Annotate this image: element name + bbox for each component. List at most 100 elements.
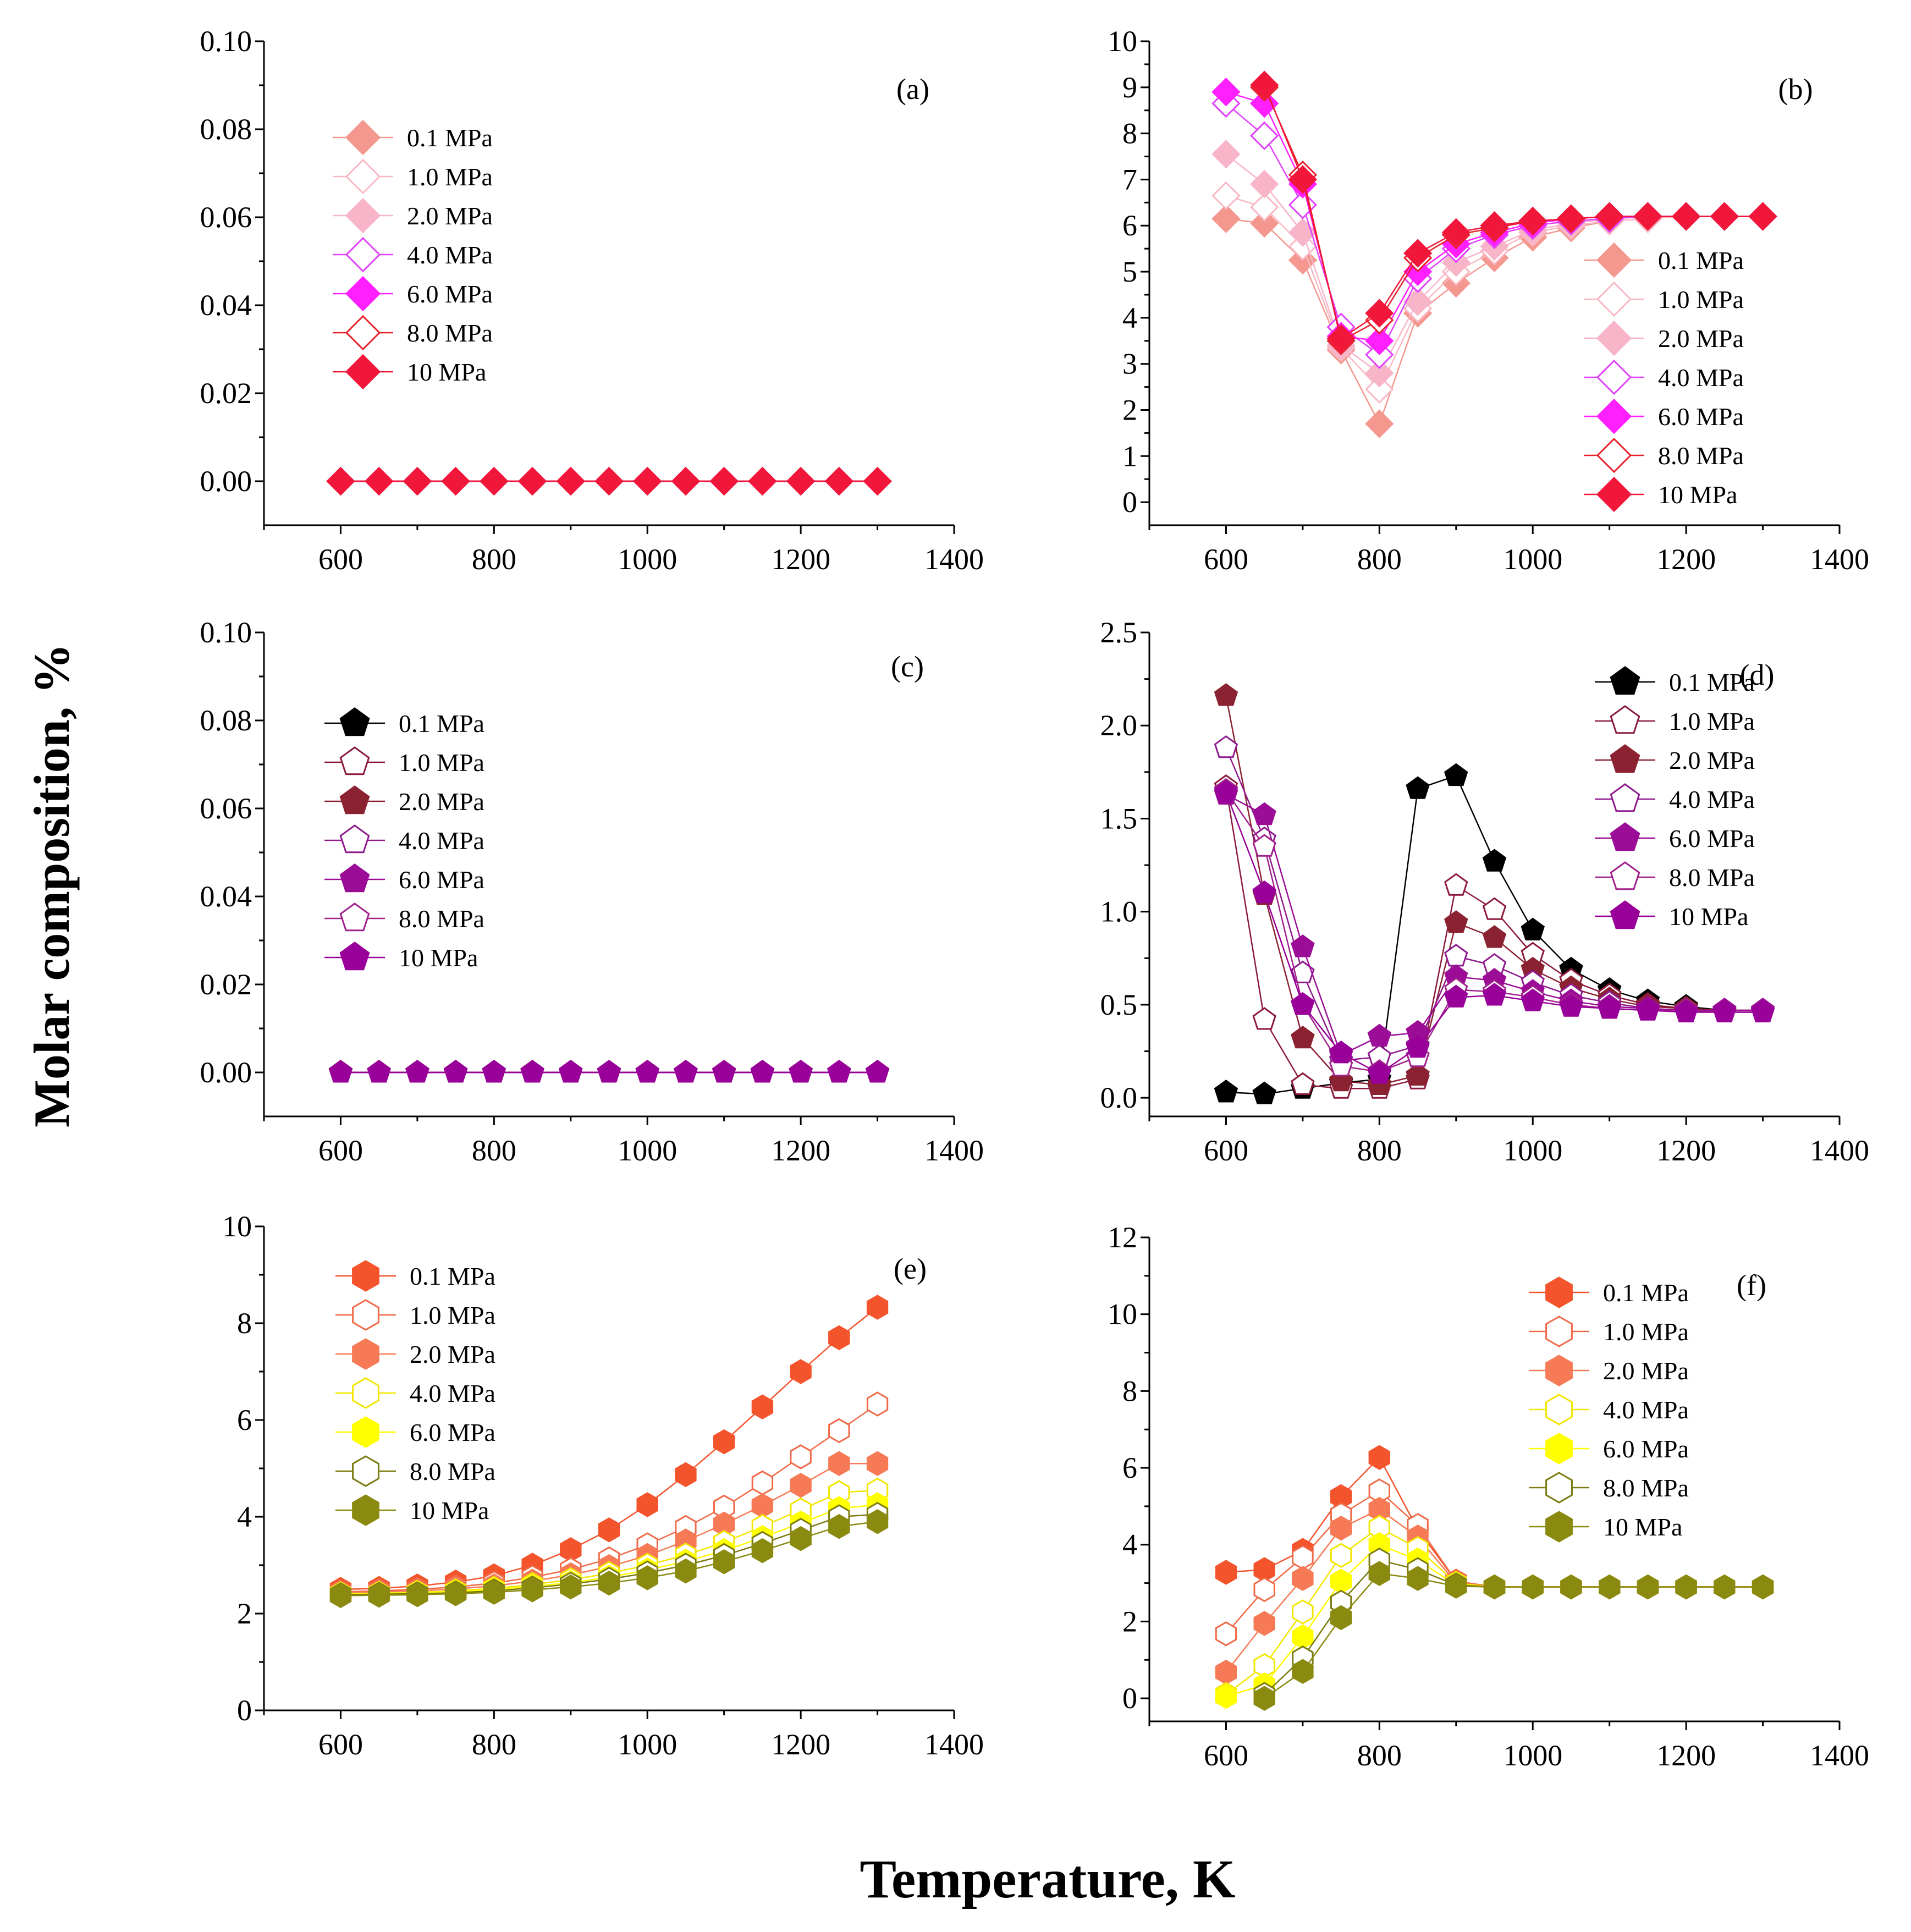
- legend-marker: [339, 746, 370, 775]
- legend-item: 4.0 MPa: [333, 236, 493, 273]
- legend-marker: [1545, 1315, 1573, 1347]
- legend-marker: [1610, 861, 1640, 890]
- y-tick-label: 0.10: [200, 616, 252, 649]
- legend-marker: [352, 1416, 379, 1448]
- data-point: [1291, 1072, 1315, 1095]
- legend-item: 1.0 MPa: [335, 1299, 495, 1331]
- data-point: [1365, 409, 1394, 438]
- y-tick-label: 2.5: [1100, 616, 1138, 649]
- data-point: [713, 1429, 735, 1455]
- y-tick-label: 4: [1122, 301, 1137, 334]
- data-point: [633, 466, 662, 496]
- data-point: [1214, 780, 1238, 803]
- data-point: [1291, 934, 1315, 957]
- data-point: [1211, 181, 1241, 210]
- y-tick-label: 6: [1122, 209, 1137, 242]
- panel-f: 0 2 4 6 8 10 12 600 800 1000 1200 1400 (f) 0.1 MPa 1.0…: [1108, 1221, 1869, 1772]
- data-point: [1444, 984, 1468, 1008]
- x-tick-label: 1200: [1656, 1134, 1716, 1167]
- data-point: [520, 1060, 544, 1083]
- data-point: [824, 466, 853, 496]
- data-point: [1250, 121, 1279, 150]
- data-point: [1252, 834, 1276, 857]
- data-point: [1714, 1574, 1736, 1600]
- x-tick-label: 800: [1357, 1739, 1402, 1772]
- legend-label: 2.0 MPa: [1658, 324, 1744, 353]
- data-point: [1252, 880, 1276, 904]
- data-point: [866, 1391, 889, 1417]
- data-point: [329, 1583, 352, 1609]
- data-point: [365, 466, 394, 496]
- legend-item: 1.0 MPa: [1584, 281, 1744, 317]
- legend-label: 8.0 MPa: [1603, 1474, 1689, 1502]
- panel-label: (d): [1740, 658, 1775, 691]
- legend-item: 4.0 MPa: [1595, 783, 1755, 813]
- y-tick-label: 10: [1108, 1298, 1137, 1331]
- y-tick-label: 0.04: [200, 880, 252, 913]
- x-tick-label: 1200: [771, 1134, 830, 1167]
- data-point: [1215, 1659, 1237, 1685]
- data-point: [751, 1394, 774, 1419]
- legend-marker: [339, 942, 370, 971]
- data-point: [1292, 1624, 1314, 1650]
- legend-label: 6.0 MPa: [407, 280, 493, 308]
- y-tick-label: 0: [1122, 1682, 1137, 1715]
- data-point: [1480, 211, 1509, 240]
- y-tick-label: 1: [1122, 439, 1137, 472]
- legend-item: 10 MPa: [1584, 476, 1737, 513]
- data-point: [328, 1060, 353, 1083]
- data-point: [1406, 776, 1430, 799]
- x-tick-label: 600: [318, 1728, 363, 1761]
- data-point: [751, 1493, 774, 1518]
- y-tick-label: 0: [237, 1694, 252, 1727]
- legend-marker: [1596, 320, 1632, 356]
- data-point: [1330, 1605, 1352, 1631]
- data-point: [1292, 1566, 1314, 1591]
- data-point: [1367, 1023, 1392, 1047]
- panel-e: 0 2 4 6 8 10 600 800 1000 1200 1400 (e) 0.1 MPa 1.0 M…: [222, 1210, 984, 1761]
- data-point: [786, 466, 816, 496]
- data-point: [1291, 1025, 1315, 1049]
- y-tick-label: 0.08: [200, 113, 252, 146]
- data-point: [403, 466, 432, 496]
- data-point: [748, 466, 777, 496]
- legend-label: 6.0 MPa: [1658, 403, 1744, 431]
- x-tick-label: 1000: [618, 1728, 677, 1761]
- data-point: [1599, 1574, 1621, 1600]
- legend-label: 6.0 MPa: [1603, 1435, 1689, 1463]
- legend-label: 4.0 MPa: [1658, 364, 1744, 392]
- x-tick-label: 1000: [1503, 1739, 1562, 1772]
- data-point: [750, 1060, 775, 1083]
- data-point: [560, 1574, 582, 1600]
- data-point: [1710, 202, 1739, 231]
- data-point: [1215, 1621, 1237, 1647]
- legend-marker: [339, 863, 370, 893]
- data-point: [709, 466, 739, 496]
- legend-marker: [1596, 359, 1632, 395]
- data-point: [1482, 925, 1507, 948]
- y-tick-label: 2.0: [1100, 709, 1138, 742]
- data-point: [1444, 763, 1468, 786]
- data-point: [1214, 1080, 1238, 1103]
- series-10-MPa: [326, 466, 892, 496]
- legend-marker: [345, 197, 381, 234]
- data-point: [1445, 1573, 1467, 1599]
- data-point: [790, 1526, 812, 1551]
- legend-marker: [1596, 437, 1632, 474]
- legend-item: 6.0 MPa: [1584, 398, 1744, 434]
- panel-c: 0.00 0.02 0.04 0.06 0.08 0.10 600 800 1000 1200 14…: [200, 616, 984, 1167]
- legend-item: 8.0 MPa: [1529, 1472, 1689, 1504]
- data-point: [790, 1444, 812, 1469]
- legend-item: 2.0 MPa: [1584, 320, 1744, 356]
- legend-item: 10 MPa: [1529, 1511, 1682, 1543]
- data-point: [1441, 218, 1471, 247]
- legend-marker: [352, 1377, 379, 1409]
- data-point: [1633, 202, 1662, 231]
- data-point: [635, 1060, 659, 1083]
- data-point: [828, 1513, 850, 1539]
- data-point: [1748, 202, 1777, 231]
- data-point: [1368, 1561, 1390, 1586]
- data-point: [866, 1509, 889, 1534]
- data-point: [1521, 917, 1545, 940]
- data-point: [712, 1060, 736, 1083]
